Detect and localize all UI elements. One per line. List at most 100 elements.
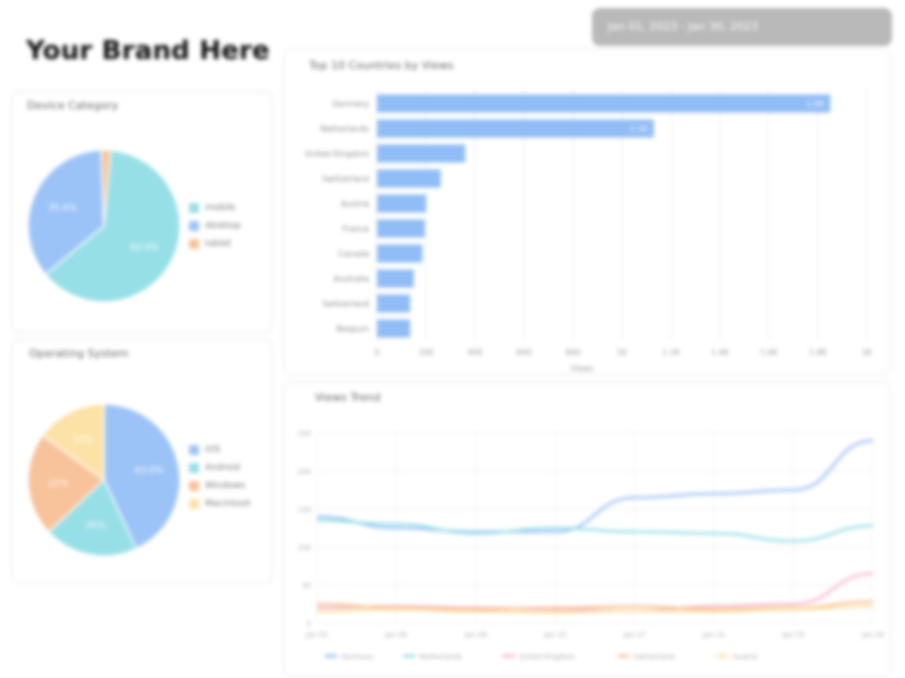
line-series[interactable]: [316, 519, 874, 543]
category-label: Switzerland: [322, 300, 369, 309]
bar[interactable]: [377, 194, 426, 213]
line-series[interactable]: [316, 600, 874, 611]
legend-label[interactable]: Netherlands: [419, 653, 462, 661]
pie-value-label: 15%: [73, 435, 93, 445]
y-tick-label: 200: [298, 468, 311, 476]
legend-swatch: [189, 239, 199, 249]
legend-label: Windows: [205, 481, 246, 491]
legend-item[interactable]: Macintosh: [189, 499, 251, 509]
bar[interactable]: [377, 269, 414, 288]
pie-slice-mobile[interactable]: [44, 149, 181, 303]
bar[interactable]: [377, 219, 425, 238]
pie-value-label: 20%: [85, 521, 105, 531]
legend-label[interactable]: Austria: [733, 653, 758, 661]
category-label: United Kingdom: [305, 150, 369, 159]
date-range-label: Jan 01, 2023 - Jan 30, 2023: [608, 20, 758, 33]
brand-title: Your Brand Here: [26, 36, 270, 66]
category-label: Austria: [341, 200, 369, 209]
bar[interactable]: [377, 144, 466, 163]
x-tick-label: Jan 17: [623, 631, 646, 639]
views-trend-card: Views Trend 0 50 100 150 200 250 Jan 01 Jan 05 J…: [284, 382, 890, 676]
pie-slice-ios[interactable]: [103, 403, 181, 550]
legend-swatch: [189, 203, 199, 213]
top-countries-bar-chart: 0 200 400 600 800 1K 1.2K 1.4K 1.6K 1.8K 2K Views Ge…: [305, 87, 873, 373]
legend-label: Android: [205, 463, 240, 473]
line-series[interactable]: [316, 605, 874, 614]
operating-system-pie: 43.0% 20% 22% 15%: [27, 403, 181, 557]
operating-system-title: Operating System: [29, 347, 129, 360]
legend-swatch: [189, 481, 199, 491]
bar[interactable]: [377, 94, 831, 113]
x-tick-label: Jan 25: [782, 631, 805, 639]
x-tick-label: Jan 01: [305, 631, 328, 639]
category-label: Australia: [334, 275, 369, 284]
pie-value-label: 62.6%: [130, 243, 159, 253]
legend-swatch: [189, 445, 199, 455]
legend-label: mobile: [205, 203, 236, 213]
y-tick-label: 150: [298, 506, 311, 514]
x-tick-label: 1.4K: [711, 348, 730, 357]
pie-value-label: 43.0%: [134, 466, 163, 476]
legend-swatch: [189, 499, 199, 509]
device-category-title: Device Category: [27, 99, 119, 112]
pie-value-label: 22%: [48, 479, 68, 489]
line-series[interactable]: [316, 439, 874, 534]
category-label: France: [342, 225, 369, 234]
legend-item[interactable]: tablet: [189, 239, 231, 249]
x-tick-label: 400: [467, 348, 482, 357]
pie-slice-windows[interactable]: [27, 434, 106, 534]
pie-slice-desktop[interactable]: [27, 149, 105, 276]
legend-item[interactable]: Windows: [189, 481, 245, 491]
pie-slice-android[interactable]: [47, 478, 138, 557]
x-tick-label: 0: [374, 348, 379, 357]
bar[interactable]: [377, 169, 441, 188]
legend-item[interactable]: iOS: [189, 445, 220, 455]
legend-swatch: [189, 221, 199, 231]
bar-value-label: 1.1K: [630, 125, 649, 134]
x-tick-label: Jan 13: [543, 631, 566, 639]
x-tick-label: 1.2K: [662, 348, 681, 357]
bar[interactable]: [377, 119, 654, 138]
pie-slice-macintosh[interactable]: [41, 403, 105, 482]
x-tick-label: 200: [418, 348, 433, 357]
bar[interactable]: [377, 319, 411, 338]
legend-label[interactable]: United Kingdom: [519, 653, 575, 661]
legend-label: iOS: [205, 445, 221, 455]
line-series[interactable]: [316, 572, 874, 613]
views-trend-title: Views Trend: [315, 391, 381, 404]
pie-value-label: 35.4%: [48, 203, 77, 213]
legend-swatch: [189, 463, 199, 473]
bar[interactable]: [377, 244, 423, 263]
operating-system-card: Operating System 43.0% 20% 22% 15% iOS Andro…: [12, 340, 272, 582]
device-category-pie: 62.6% 35.4%: [27, 149, 181, 303]
x-tick-label: Jan 09: [464, 631, 487, 639]
legend-item[interactable]: mobile: [189, 203, 236, 213]
x-tick-label: 800: [565, 348, 580, 357]
category-label: Switzerland: [322, 175, 369, 184]
legend-label: desktop: [205, 221, 241, 231]
category-label: Netherlands: [320, 125, 369, 134]
legend-label: tablet: [205, 239, 232, 249]
legend-item[interactable]: Android: [189, 463, 240, 473]
x-tick-label: Jan 29: [861, 631, 884, 639]
x-tick-label: 2K: [862, 348, 873, 357]
x-tick-label: Jan 21: [702, 631, 725, 639]
date-range-picker[interactable]: Jan 01, 2023 - Jan 30, 2023: [592, 8, 892, 46]
legend-label[interactable]: Germany: [341, 653, 373, 661]
bar[interactable]: [377, 294, 411, 313]
legend-label: Macintosh: [205, 499, 251, 509]
y-tick-label: 50: [302, 582, 311, 590]
y-tick-label: 0: [307, 620, 311, 628]
device-category-card: Device Category 62.6% 35.4% mobile desktop…: [12, 92, 272, 332]
category-label: Canada: [339, 250, 370, 259]
legend-item[interactable]: desktop: [189, 221, 241, 231]
category-label: Germany: [332, 100, 369, 109]
pie-slice-tablet[interactable]: [100, 149, 112, 227]
top-countries-card: Top 10 Countries by Views 0 200 400 600 800 1…: [284, 50, 890, 374]
x-tick-label: 1K: [617, 348, 628, 357]
x-tick-label: 1.8K: [809, 348, 828, 357]
top-countries-title: Top 10 Countries by Views: [309, 59, 454, 72]
bar-value-label: 1.9K: [806, 100, 825, 109]
x-tick-label: 600: [516, 348, 531, 357]
legend-label[interactable]: Switzerland: [633, 653, 674, 661]
